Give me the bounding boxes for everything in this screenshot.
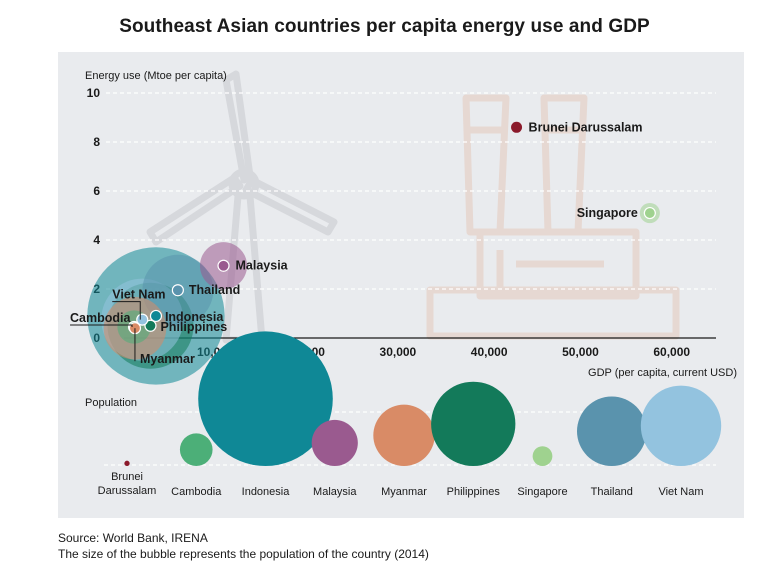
point-thailand — [171, 284, 184, 297]
x-tick-label: 50,000 — [562, 345, 599, 359]
label-leader-lines — [70, 301, 141, 362]
label-singapore: Singapore — [577, 206, 638, 220]
bubble-size-note: The size of the bubble represents the po… — [58, 547, 429, 561]
y-axis-label: Energy use (Mtoe per capita) — [85, 70, 227, 82]
label-brunei-darussalam: Brunei Darussalam — [529, 120, 643, 134]
population-title: Population — [85, 397, 137, 409]
population-label-brunei-darussalam: Brunei — [111, 471, 143, 483]
population-bubbles — [124, 331, 722, 467]
population-bubble-brunei-darussalam — [124, 460, 130, 466]
point-indonesia — [149, 309, 163, 323]
population-label-singapore: Singapore — [517, 486, 567, 498]
population-label-viet-nam: Viet Nam — [658, 486, 703, 498]
x-tick-label: 60,000 — [653, 345, 690, 359]
label-thailand: Thailand — [189, 283, 240, 297]
population-bubble-philippines — [431, 381, 516, 466]
x-tick-label: 30,000 — [380, 345, 417, 359]
point-brunei-darussalam — [511, 121, 523, 133]
population-bubble-indonesia — [198, 331, 333, 466]
label-cambodia: Cambodia — [70, 311, 131, 325]
y-tick-label: 6 — [93, 184, 100, 198]
x-axis-label: GDP (per capita, current USD) — [588, 367, 737, 379]
population-bubble-viet-nam — [640, 385, 722, 466]
point-malaysia — [217, 259, 230, 272]
scatter-bubbles — [87, 121, 660, 385]
factory-icon — [426, 94, 680, 340]
label-indonesia: Indonesia — [165, 310, 224, 324]
population-label-myanmar: Myanmar — [381, 486, 427, 498]
population-bubble-singapore — [532, 446, 553, 466]
population-labels: Brunei Darussalam Cambodia Indonesia Malaysi… — [98, 471, 704, 498]
label-malaysia: Malaysia — [236, 259, 289, 273]
x-tick-label: 40,000 — [471, 345, 508, 359]
point-viet-nam — [136, 313, 149, 326]
point-philippines — [144, 319, 157, 332]
population-label-brunei-darussalam: Darussalam — [98, 485, 157, 497]
population-label-malaysia: Malaysia — [313, 486, 357, 498]
y-tick-label: 8 — [93, 135, 100, 149]
population-bubble-myanmar — [373, 404, 435, 466]
leader-line — [70, 324, 133, 327]
label-philippines: Philippines — [160, 320, 227, 334]
population-label-cambodia: Cambodia — [171, 486, 222, 498]
population-bubble-cambodia — [179, 433, 213, 467]
source-text: Source: World Bank, IRENA — [58, 531, 208, 545]
population-label-indonesia: Indonesia — [242, 486, 291, 498]
source-note: Source: World Bank, IRENA The size of th… — [58, 530, 429, 562]
leader-line — [112, 301, 141, 320]
chart-title: Southeast Asian countries per capita ene… — [119, 16, 650, 37]
y-tick-label: 10 — [87, 86, 101, 100]
population-label-philippines: Philippines — [447, 486, 501, 498]
population-bubble-thailand — [577, 396, 647, 466]
label-viet-nam: Viet Nam — [112, 288, 165, 302]
population-label-thailand: Thailand — [591, 486, 633, 498]
y-tick-label: 4 — [93, 233, 100, 247]
population-bubble-malaysia — [311, 419, 358, 466]
label-myanmar: Myanmar — [140, 352, 195, 366]
scatter-labels: Brunei Darussalam Singapore Malaysia Thaila… — [70, 120, 642, 366]
point-singapore — [643, 206, 656, 220]
